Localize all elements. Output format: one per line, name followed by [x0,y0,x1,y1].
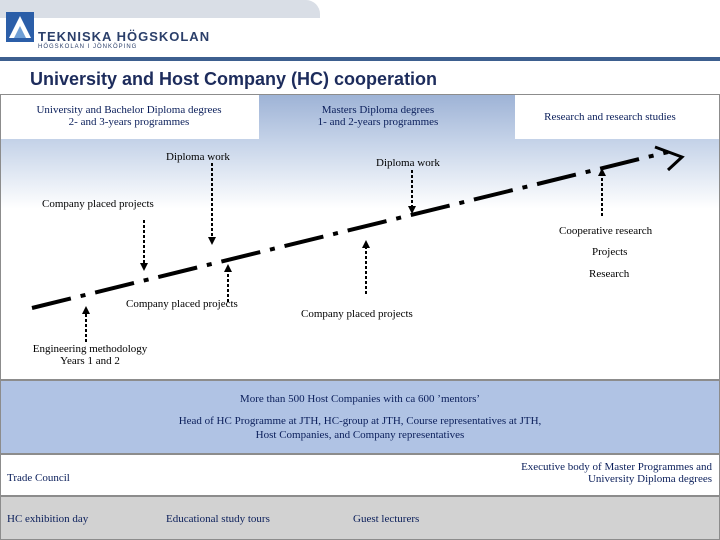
label-projects: Projects [592,246,628,258]
column-box-bachelor [1,95,259,139]
column-research: Research and research studies [544,111,676,123]
logo-icon [6,12,34,42]
header-rule [0,57,720,61]
column-bachelor-line1: University and Bachelor Diploma degrees [36,104,222,116]
column-bachelor: University and Bachelor Diploma degrees … [10,104,248,128]
label-exec-line1: Executive body of Master Programmes and [521,461,712,473]
label-eng-method-line2: Years 1 and 2 [60,355,120,367]
column-masters-line1: Masters Diploma degrees [321,104,435,116]
column-masters-line2: 1- and 2-years programmes [317,116,439,128]
band-trade-council [0,454,720,496]
band-host-companies [0,380,720,454]
label-company-projects-mid: Company placed projects [126,298,238,310]
label-diploma-work-1: Diploma work [166,151,230,163]
band-activities [0,496,720,540]
header-tab [0,0,320,18]
column-box-research [515,95,719,139]
label-cooperative-research: Cooperative research [559,225,653,237]
label-exec-line2: University Diploma degrees [587,473,712,485]
label-study-tours: Educational study tours [166,513,270,525]
column-bachelor-line2: 2- and 3-years programmes [68,116,190,128]
band-mentors-line3: Host Companies, and Company representati… [255,429,465,441]
label-eng-method-line1: Engineering methodology [32,343,148,355]
diagram-area [0,94,720,380]
label-executive-body: Executive body of Master Programmes and … [460,461,712,485]
band-mentors-line2: Head of HC Programme at JTH, HC-group at… [178,415,542,427]
band-mentors-line1: More than 500 Host Companies with ca 600… [239,393,481,405]
progression-arrowhead-icon [654,145,685,172]
label-trade-council: Trade Council [7,472,70,484]
column-masters: Masters Diploma degrees 1- and 2-years p… [278,104,478,128]
label-research: Research [589,268,630,280]
logo-name: TEKNISKA HÖGSKOLAN [38,29,211,44]
label-diploma-work-2: Diploma work [376,157,440,169]
label-engineering-methodology: Engineering methodology Years 1 and 2 [20,343,160,367]
logo-subtitle: HÖGSKOLAN I JÖNKÖPING [38,44,138,50]
progression-line [31,150,669,310]
label-guest-lecturers: Guest lecturers [353,513,420,525]
label-company-projects-right: Company placed projects [301,308,413,320]
label-hc-exhibition: HC exhibition day [7,513,89,525]
page-title: University and Host Company (HC) coopera… [30,69,438,89]
label-company-projects-top: Company placed projects [42,198,154,210]
